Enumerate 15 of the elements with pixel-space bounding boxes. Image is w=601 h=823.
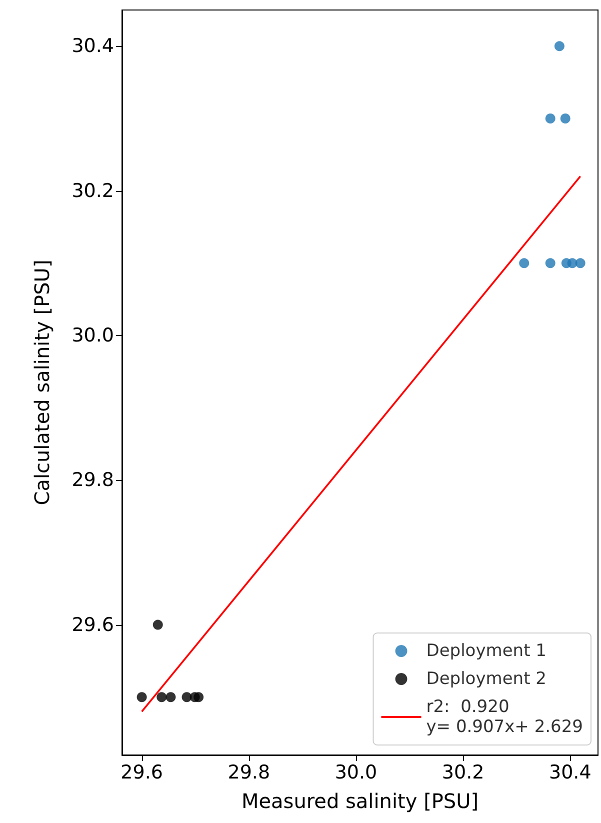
y-tick-label: 29.6 (72, 614, 114, 636)
x-axis-title: Measured salinity [PSU] (241, 789, 479, 813)
x-tick-label: 30.0 (334, 762, 378, 784)
legend-label: Deployment 1 (426, 641, 546, 661)
x-tick-label: 29.8 (228, 762, 270, 784)
y-tick-label: 29.8 (72, 469, 114, 492)
y-tick-label: 30.2 (72, 180, 114, 202)
x-tick-label: 30.2 (442, 762, 484, 784)
x-tick-label: 29.6 (120, 762, 163, 784)
x-tick-label: 30.4 (549, 762, 592, 784)
legend-label: Deployment 2 (426, 669, 546, 689)
y-tick-label: 30.4 (72, 35, 114, 58)
y-axis-title: Calculated salinity [PSU] (30, 260, 54, 506)
legend-label: r2: 0.920 y= 0.907x+ 2.629 (426, 697, 584, 737)
y-tick-label: 30.0 (72, 324, 114, 346)
